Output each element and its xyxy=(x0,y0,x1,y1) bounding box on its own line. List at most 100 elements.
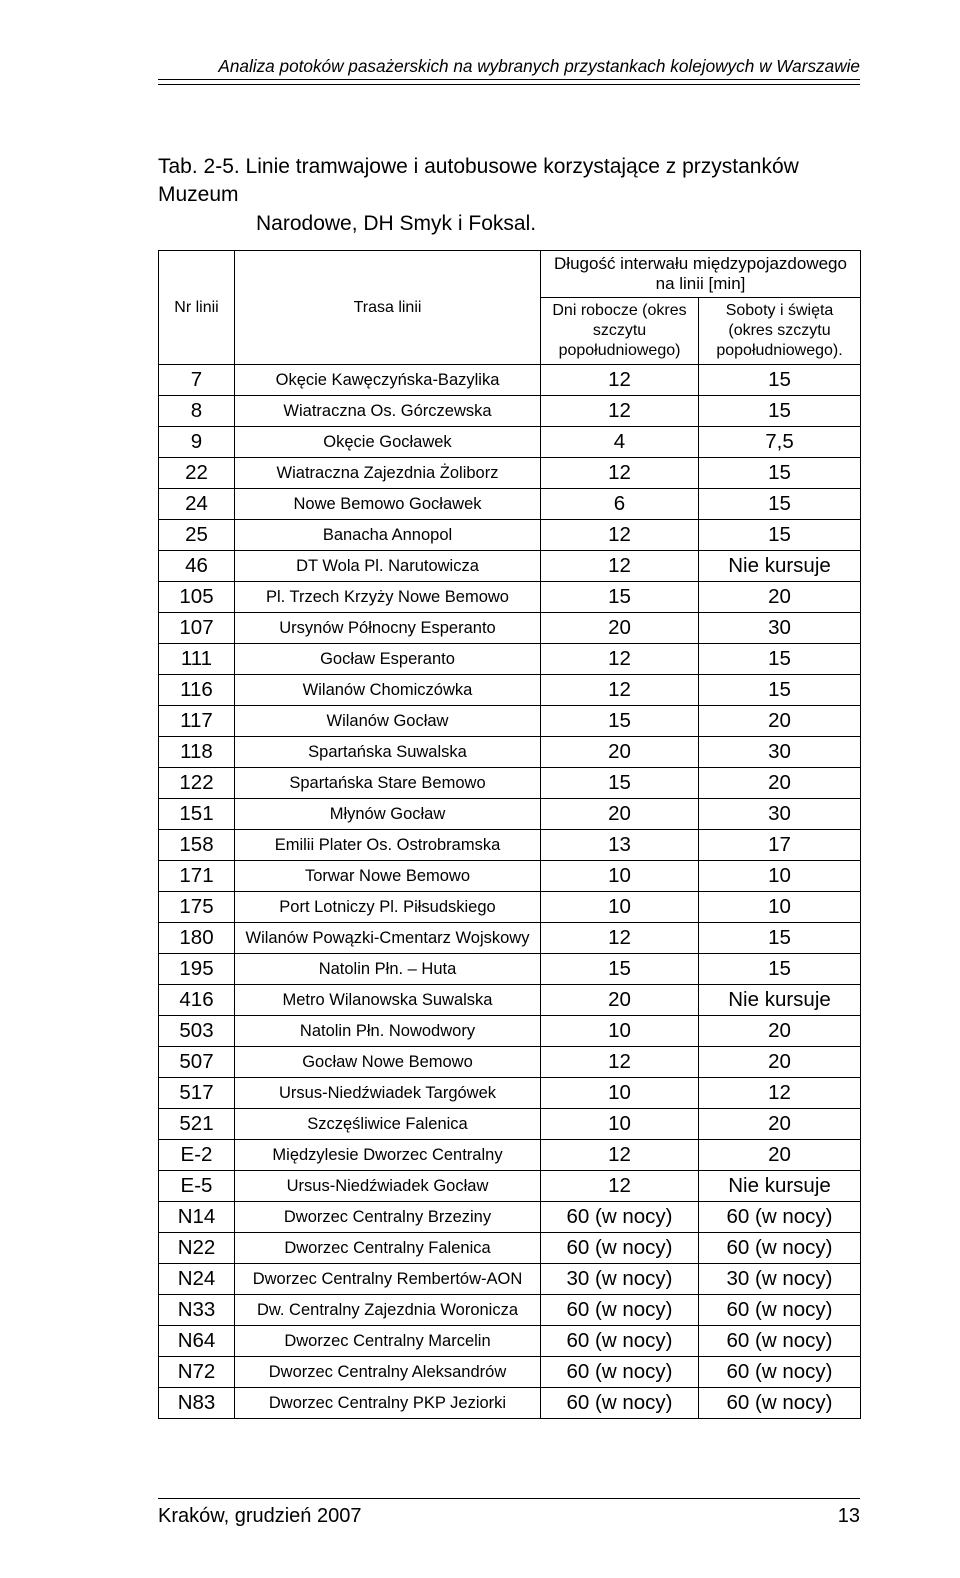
cell-line-no: 180 xyxy=(159,923,235,954)
h-col3: Dni robocze (okres szczytu popołudnioweg… xyxy=(541,298,699,365)
cell-line-no: 7 xyxy=(159,365,235,396)
table-row: 517Ursus-Niedźwiadek Targówek1012 xyxy=(159,1078,861,1109)
cell-route: Natolin Płn. Nowodwory xyxy=(235,1016,541,1047)
cell-weekday: 10 xyxy=(541,1078,699,1109)
cell-weekday: 12 xyxy=(541,675,699,706)
cell-route: Nowe Bemowo Gocławek xyxy=(235,489,541,520)
cell-route: Okęcie Gocławek xyxy=(235,427,541,458)
table-row: 171Torwar Nowe Bemowo1010 xyxy=(159,861,861,892)
cell-route: Młynów Gocław xyxy=(235,799,541,830)
cell-weekend: 20 xyxy=(699,582,861,613)
cell-line-no: 507 xyxy=(159,1047,235,1078)
cell-route: Wilanów Powązki-Cmentarz Wojskowy xyxy=(235,923,541,954)
h-col1: Nr linii xyxy=(159,251,235,365)
cell-weekend: 10 xyxy=(699,892,861,923)
cell-line-no: N33 xyxy=(159,1295,235,1326)
cell-weekend: 60 (w nocy) xyxy=(699,1357,861,1388)
table-row: 175Port Lotniczy Pl. Piłsudskiego1010 xyxy=(159,892,861,923)
table-row: 116Wilanów Chomiczówka1215 xyxy=(159,675,861,706)
table-row: 105Pl. Trzech Krzyży Nowe Bemowo1520 xyxy=(159,582,861,613)
cell-line-no: 25 xyxy=(159,520,235,551)
cell-weekday: 12 xyxy=(541,1171,699,1202)
cell-weekday: 12 xyxy=(541,1140,699,1171)
cell-line-no: N14 xyxy=(159,1202,235,1233)
caption-line1: Tab. 2-5. Linie tramwajowe i autobusowe … xyxy=(158,155,799,206)
table-row: N72Dworzec Centralny Aleksandrów60 (w no… xyxy=(159,1357,861,1388)
cell-line-no: 111 xyxy=(159,644,235,675)
cell-line-no: N83 xyxy=(159,1388,235,1419)
cell-weekend: 20 xyxy=(699,706,861,737)
table-row: 24Nowe Bemowo Gocławek615 xyxy=(159,489,861,520)
table-row: 416Metro Wilanowska Suwalska20Nie kursuj… xyxy=(159,985,861,1016)
cell-weekend: 20 xyxy=(699,1140,861,1171)
cell-weekend: Nie kursuje xyxy=(699,985,861,1016)
cell-line-no: 116 xyxy=(159,675,235,706)
cell-route: Spartańska Suwalska xyxy=(235,737,541,768)
cell-line-no: 195 xyxy=(159,954,235,985)
cell-weekend: 15 xyxy=(699,365,861,396)
table-row: E-5Ursus-Niedźwiadek Gocław12Nie kursuje xyxy=(159,1171,861,1202)
cell-route: Ursynów Północny Esperanto xyxy=(235,613,541,644)
cell-line-no: 171 xyxy=(159,861,235,892)
table-row: N83Dworzec Centralny PKP Jeziorki60 (w n… xyxy=(159,1388,861,1419)
h-col2: Trasa linii xyxy=(235,251,541,365)
cell-route: Dworzec Centralny Brzeziny xyxy=(235,1202,541,1233)
cell-weekday: 10 xyxy=(541,861,699,892)
table-row: 117Wilanów Gocław1520 xyxy=(159,706,861,737)
table-row: 8Wiatraczna Os. Górczewska1215 xyxy=(159,396,861,427)
cell-weekday: 10 xyxy=(541,1016,699,1047)
cell-weekday: 60 (w nocy) xyxy=(541,1202,699,1233)
cell-line-no: E-2 xyxy=(159,1140,235,1171)
caption-line2: Narodowe, DH Smyk i Foksal. xyxy=(158,210,860,238)
table-row: 122Spartańska Stare Bemowo1520 xyxy=(159,768,861,799)
cell-weekend: 15 xyxy=(699,489,861,520)
cell-weekday: 12 xyxy=(541,396,699,427)
cell-weekday: 15 xyxy=(541,954,699,985)
cell-route: Dworzec Centralny PKP Jeziorki xyxy=(235,1388,541,1419)
table-row: N14Dworzec Centralny Brzeziny60 (w nocy)… xyxy=(159,1202,861,1233)
cell-weekend: 15 xyxy=(699,675,861,706)
table-row: 507Gocław Nowe Bemowo1220 xyxy=(159,1047,861,1078)
cell-line-no: 122 xyxy=(159,768,235,799)
cell-weekday: 12 xyxy=(541,923,699,954)
cell-weekend: 30 xyxy=(699,737,861,768)
table-row: 46DT Wola Pl. Narutowicza12Nie kursuje xyxy=(159,551,861,582)
cell-line-no: 22 xyxy=(159,458,235,489)
h-col4: Soboty i święta (okres szczytu popołudni… xyxy=(699,298,861,365)
cell-line-no: 175 xyxy=(159,892,235,923)
cell-weekend: 60 (w nocy) xyxy=(699,1202,861,1233)
cell-line-no: 517 xyxy=(159,1078,235,1109)
cell-route: Szczęśliwice Falenica xyxy=(235,1109,541,1140)
page-footer: Kraków, grudzień 2007 13 xyxy=(158,1498,860,1528)
table-caption: Tab. 2-5. Linie tramwajowe i autobusowe … xyxy=(158,153,860,238)
cell-weekend: 15 xyxy=(699,396,861,427)
cell-route: Dworzec Centralny Marcelin xyxy=(235,1326,541,1357)
table-row: 111Gocław Esperanto1215 xyxy=(159,644,861,675)
footer-page-number: 13 xyxy=(838,1505,860,1528)
cell-weekday: 12 xyxy=(541,644,699,675)
cell-route: DT Wola Pl. Narutowicza xyxy=(235,551,541,582)
table-row: 180Wilanów Powązki-Cmentarz Wojskowy1215 xyxy=(159,923,861,954)
cell-route: Wilanów Chomiczówka xyxy=(235,675,541,706)
cell-weekday: 12 xyxy=(541,365,699,396)
cell-weekend: 20 xyxy=(699,1016,861,1047)
cell-weekend: 20 xyxy=(699,768,861,799)
cell-weekend: 15 xyxy=(699,520,861,551)
cell-weekend: 60 (w nocy) xyxy=(699,1233,861,1264)
cell-weekday: 60 (w nocy) xyxy=(541,1233,699,1264)
cell-line-no: N24 xyxy=(159,1264,235,1295)
cell-route: Ursus-Niedźwiadek Gocław xyxy=(235,1171,541,1202)
cell-route: Dworzec Centralny Falenica xyxy=(235,1233,541,1264)
cell-weekend: 30 xyxy=(699,799,861,830)
table-row: N64Dworzec Centralny Marcelin60 (w nocy)… xyxy=(159,1326,861,1357)
table-row: N22Dworzec Centralny Falenica60 (w nocy)… xyxy=(159,1233,861,1264)
cell-route: Spartańska Stare Bemowo xyxy=(235,768,541,799)
cell-weekday: 60 (w nocy) xyxy=(541,1357,699,1388)
table-row: 107Ursynów Północny Esperanto2030 xyxy=(159,613,861,644)
cell-line-no: E-5 xyxy=(159,1171,235,1202)
cell-weekday: 12 xyxy=(541,1047,699,1078)
cell-weekend: 20 xyxy=(699,1047,861,1078)
table-row: N33Dw. Centralny Zajezdnia Woronicza60 (… xyxy=(159,1295,861,1326)
cell-weekday: 6 xyxy=(541,489,699,520)
cell-weekday: 60 (w nocy) xyxy=(541,1326,699,1357)
